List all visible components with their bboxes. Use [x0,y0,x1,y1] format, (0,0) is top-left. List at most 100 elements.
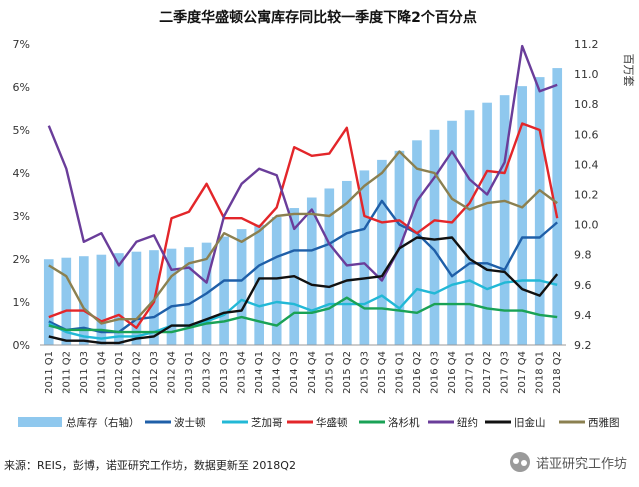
x-category-label: 2012 Q3 [149,351,160,394]
bar-total-inventory [254,224,264,345]
left-tick-label: 3% [13,210,30,223]
chart-title: 二季度华盛顿公寓库存同比较一季度下降2个百分点 [159,9,477,26]
x-category-label: 2011 Q2 [61,351,72,394]
bar-total-inventory [429,129,440,345]
right-tick-label: 10.4 [574,158,599,171]
x-category-label: 2012 Q1 [114,351,125,394]
line-华盛顿 [48,122,559,329]
right-tick-label: 11.0 [574,68,599,81]
x-category-label: 2015 Q2 [342,351,353,394]
x-category-label: 2017 Q3 [500,351,511,394]
left-tick-label: 0% [13,339,30,352]
x-category-label: 2012 Q2 [131,351,142,394]
bar-total-inventory [324,188,335,345]
x-category-label: 2014 Q3 [289,351,300,394]
bar-total-inventory [43,259,54,345]
source-note: 来源：REIS，彭博，诺亚研究工作坊，数据更新至 2018Q2 [4,459,296,472]
x-category-label: 2016 Q3 [430,351,441,394]
brand-name: 诺亚研究工作坊 [535,456,627,472]
x-category-label: 2018 Q2 [552,351,563,394]
legend-swatch [18,417,62,427]
right-tick-label: 10.6 [574,128,599,141]
legend-label: 华盛顿 [316,416,348,429]
x-category-label: 2017 Q1 [465,351,476,394]
left-tick-label: 5% [13,124,30,137]
bars-layer [43,68,563,346]
bar-total-inventory [236,229,247,345]
bar-total-inventory [131,251,142,345]
bar-total-inventory [552,68,563,345]
bar-total-inventory [114,253,124,345]
right-tick-label: 9.4 [574,309,592,322]
x-category-label: 2017 Q4 [517,351,528,394]
axes-layer: 0% 1% 2% 3% 4% 5% 6% 7% 9.2 9.4 9.6 9.8 10.0 10.2 10.4… [13,38,635,394]
x-category-label: 2015 Q1 [324,351,335,394]
right-tick-label: 10.0 [574,219,599,232]
x-category-label: 2018 Q1 [535,351,546,394]
bar-total-inventory [499,95,510,345]
legend-label: 波士顿 [174,416,206,429]
bar-total-inventory [271,217,282,345]
x-category-label: 2011 Q4 [96,351,107,394]
x-category-label: 2013 Q3 [219,351,230,394]
x-category-label: 2015 Q3 [359,351,370,394]
x-category-label: 2013 Q2 [202,351,213,394]
x-category-label: 2014 Q2 [272,351,283,394]
legend-label: 芝加哥 [251,416,283,429]
x-category-label: 2015 Q4 [377,351,388,394]
right-tick-label: 10.2 [574,189,599,202]
x-category-label: 2014 Q4 [307,351,318,394]
line-芝加哥 [48,279,558,340]
x-category-label: 2011 Q3 [79,351,90,394]
legend-layer: 总库存（右轴） 波士顿 芝加哥 华盛顿 洛杉机 纽约 旧金山 西雅图 [18,416,620,429]
x-category-label: 2017 Q2 [482,351,493,394]
bar-total-inventory [482,102,492,345]
left-tick-label: 6% [13,81,30,94]
legend-label: 洛杉机 [388,416,420,429]
bar-total-inventory [534,77,545,346]
left-tick-label: 1% [13,296,30,309]
right-tick-label: 9.6 [574,279,592,292]
legend-label: 旧金山 [514,416,546,429]
bar-total-inventory [166,248,177,345]
line-波士顿 [48,199,558,334]
left-tick-label: 2% [13,253,30,266]
x-category-label: 2016 Q2 [412,351,423,394]
bar-total-inventory [447,120,457,345]
legend-label: 总库存（右轴） [66,416,140,429]
bar-total-inventory [219,236,229,345]
bar-total-inventory [517,86,527,345]
right-axis-unit: 百万套 [622,54,635,87]
bar-total-inventory [464,110,475,345]
chart-svg: 二季度华盛顿公寓库存同比较一季度下降2个百分点 0% 1% 2% 3% 4% 5% 6% 7%… [13,9,635,429]
bar-total-inventory [306,197,317,345]
x-category-label: 2016 Q1 [394,351,405,394]
brand-watermark: 诺亚研究工作坊 [509,452,627,472]
right-tick-label: 9.2 [574,339,592,352]
x-category-label: 2016 Q4 [447,351,458,394]
bar-total-inventory [359,170,370,345]
line-洛杉机 [48,296,558,334]
legend-label: 纽约 [457,416,478,429]
left-tick-label: 4% [13,167,30,180]
wechat-icon [509,452,530,472]
bar-total-inventory [61,257,72,345]
lines-layer [47,44,559,345]
line-旧金山 [48,236,559,345]
x-category-label: 2012 Q4 [167,351,178,394]
left-tick-label: 7% [13,38,30,51]
bar-total-inventory [377,159,387,345]
x-category-label: 2013 Q4 [237,351,248,394]
x-category-label: 2011 Q1 [44,351,55,394]
x-category-label: 2013 Q1 [184,351,195,394]
line-西雅图 [48,150,558,325]
right-tick-label: 9.8 [574,249,592,262]
bar-total-inventory [342,180,352,345]
bar-total-inventory [96,254,107,345]
bar-total-inventory [79,256,89,345]
bar-total-inventory [412,140,422,345]
x-category-label: 2014 Q1 [254,351,265,394]
right-tick-label: 10.8 [574,98,599,111]
right-tick-label: 11.2 [574,38,599,51]
bar-total-inventory [184,247,194,345]
